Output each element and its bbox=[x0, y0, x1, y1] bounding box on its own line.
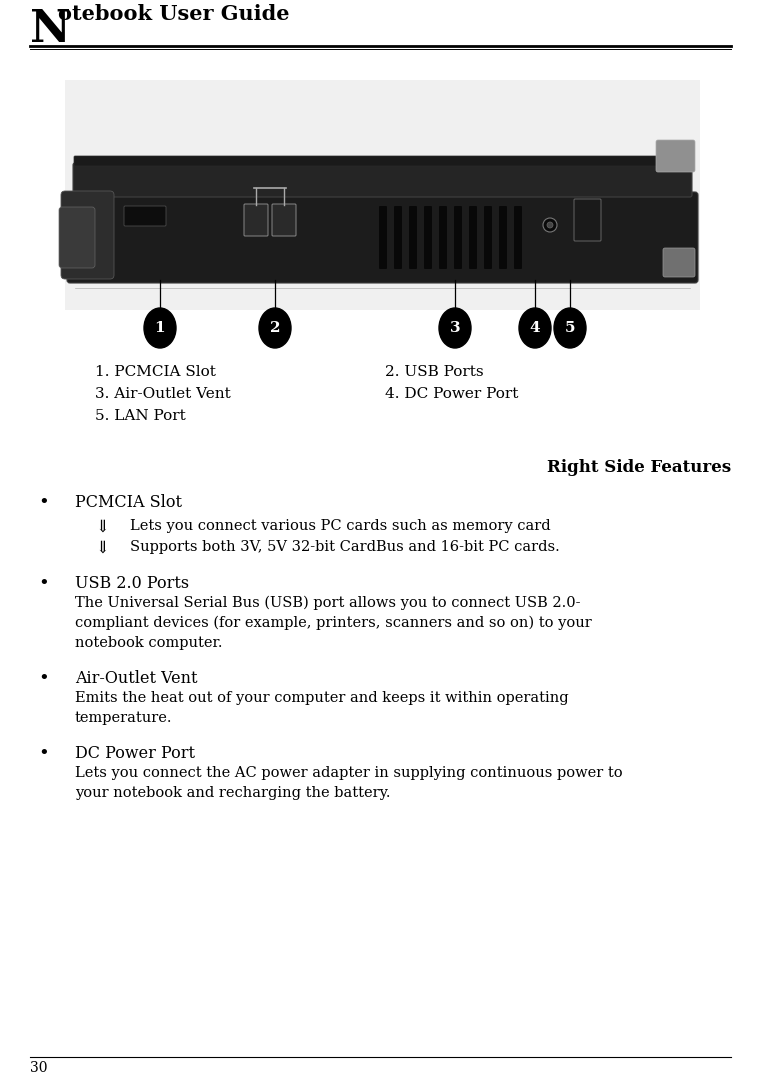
Text: otebook User Guide: otebook User Guide bbox=[58, 4, 289, 24]
FancyBboxPatch shape bbox=[124, 206, 166, 226]
Ellipse shape bbox=[519, 308, 551, 349]
Text: Emits the heat out of your computer and keeps it within operating: Emits the heat out of your computer and … bbox=[75, 691, 568, 705]
Text: 3. Air-Outlet Vent: 3. Air-Outlet Vent bbox=[95, 387, 231, 401]
Text: •: • bbox=[38, 494, 49, 513]
Text: your notebook and recharging the battery.: your notebook and recharging the battery… bbox=[75, 786, 390, 800]
Text: USB 2.0 Ports: USB 2.0 Ports bbox=[75, 575, 189, 592]
Text: Air-Outlet Vent: Air-Outlet Vent bbox=[75, 670, 198, 687]
Text: DC Power Port: DC Power Port bbox=[75, 745, 195, 762]
Ellipse shape bbox=[144, 308, 176, 349]
Text: compliant devices (for example, printers, scanners and so on) to your: compliant devices (for example, printers… bbox=[75, 616, 592, 630]
Text: N: N bbox=[30, 8, 71, 51]
FancyBboxPatch shape bbox=[74, 156, 691, 166]
FancyBboxPatch shape bbox=[574, 199, 601, 241]
FancyBboxPatch shape bbox=[663, 248, 695, 277]
Circle shape bbox=[547, 222, 553, 228]
FancyBboxPatch shape bbox=[73, 163, 692, 197]
Text: 2: 2 bbox=[269, 320, 280, 334]
Text: PCMCIA Slot: PCMCIA Slot bbox=[75, 494, 182, 511]
FancyBboxPatch shape bbox=[67, 192, 698, 283]
Text: 4: 4 bbox=[530, 320, 540, 334]
FancyBboxPatch shape bbox=[65, 80, 700, 310]
FancyBboxPatch shape bbox=[379, 206, 387, 269]
Text: 4. DC Power Port: 4. DC Power Port bbox=[385, 387, 518, 401]
FancyBboxPatch shape bbox=[484, 206, 492, 269]
Text: •: • bbox=[38, 670, 49, 688]
FancyBboxPatch shape bbox=[272, 204, 296, 236]
Text: ⇓: ⇓ bbox=[95, 540, 109, 557]
FancyBboxPatch shape bbox=[454, 206, 462, 269]
Text: 5: 5 bbox=[565, 320, 575, 334]
Ellipse shape bbox=[439, 308, 471, 349]
Text: temperature.: temperature. bbox=[75, 711, 173, 725]
Text: 1. PCMCIA Slot: 1. PCMCIA Slot bbox=[95, 365, 216, 379]
Text: 1: 1 bbox=[154, 320, 165, 334]
Ellipse shape bbox=[554, 308, 586, 349]
Text: 2. USB Ports: 2. USB Ports bbox=[385, 365, 484, 379]
FancyBboxPatch shape bbox=[656, 140, 695, 172]
FancyBboxPatch shape bbox=[439, 206, 447, 269]
Text: 30: 30 bbox=[30, 1061, 47, 1075]
Text: 5. LAN Port: 5. LAN Port bbox=[95, 409, 186, 423]
Text: Right Side Features: Right Side Features bbox=[547, 459, 731, 476]
Text: Lets you connect various PC cards such as memory card: Lets you connect various PC cards such a… bbox=[130, 519, 551, 533]
Text: Supports both 3V, 5V 32-bit CardBus and 16-bit PC cards.: Supports both 3V, 5V 32-bit CardBus and … bbox=[130, 540, 560, 554]
FancyBboxPatch shape bbox=[59, 207, 95, 268]
Circle shape bbox=[543, 218, 557, 232]
FancyBboxPatch shape bbox=[409, 206, 417, 269]
Text: •: • bbox=[38, 745, 49, 763]
FancyBboxPatch shape bbox=[424, 206, 432, 269]
Text: The Universal Serial Bus (USB) port allows you to connect USB 2.0-: The Universal Serial Bus (USB) port allo… bbox=[75, 596, 581, 611]
Text: •: • bbox=[38, 575, 49, 593]
Text: 3: 3 bbox=[450, 320, 460, 334]
FancyBboxPatch shape bbox=[514, 206, 522, 269]
Text: Lets you connect the AC power adapter in supplying continuous power to: Lets you connect the AC power adapter in… bbox=[75, 766, 622, 780]
Text: ⇓: ⇓ bbox=[95, 519, 109, 536]
FancyBboxPatch shape bbox=[244, 204, 268, 236]
FancyBboxPatch shape bbox=[469, 206, 477, 269]
Text: notebook computer.: notebook computer. bbox=[75, 636, 222, 650]
Ellipse shape bbox=[259, 308, 291, 349]
FancyBboxPatch shape bbox=[394, 206, 402, 269]
FancyBboxPatch shape bbox=[61, 191, 114, 279]
FancyBboxPatch shape bbox=[499, 206, 507, 269]
